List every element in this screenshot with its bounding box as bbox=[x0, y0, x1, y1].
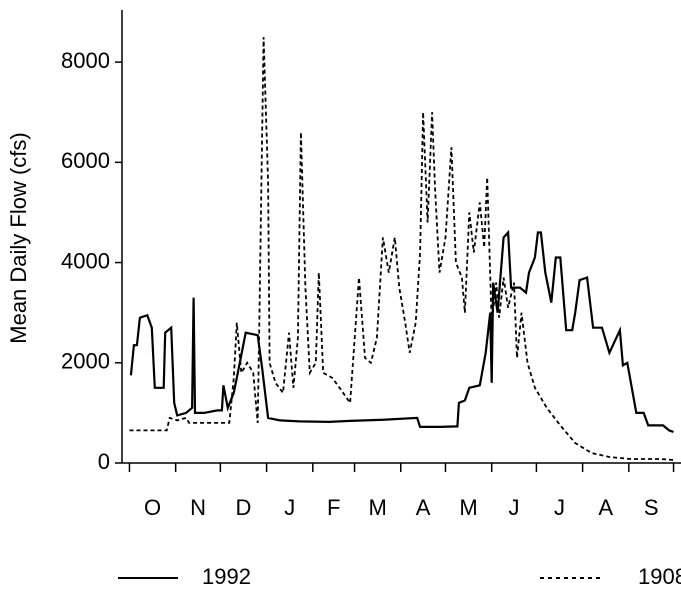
y-tick-label: 8000 bbox=[61, 48, 110, 73]
x-tick-label: A bbox=[416, 495, 431, 520]
x-tick-label: S bbox=[644, 495, 659, 520]
x-tick-label: F bbox=[327, 495, 340, 520]
y-axis-label: Mean Daily Flow (cfs) bbox=[6, 132, 31, 343]
x-tick-label: D bbox=[236, 495, 252, 520]
series-line bbox=[129, 37, 674, 461]
x-tick-label: N bbox=[190, 495, 206, 520]
x-tick-label: M bbox=[368, 495, 386, 520]
x-tick-label: J bbox=[284, 495, 295, 520]
y-tick-label: 2000 bbox=[61, 349, 110, 374]
x-tick-label: M bbox=[459, 495, 477, 520]
series-line bbox=[129, 229, 674, 433]
x-tick-label: J bbox=[554, 495, 565, 520]
y-tick-label: 0 bbox=[98, 449, 110, 474]
legend-label: 1992 bbox=[202, 564, 251, 589]
y-tick-label: 6000 bbox=[61, 148, 110, 173]
x-tick-label: A bbox=[598, 495, 613, 520]
x-tick-label: J bbox=[509, 495, 520, 520]
x-tick-label: O bbox=[144, 495, 161, 520]
y-tick-label: 4000 bbox=[61, 248, 110, 273]
legend-label: 1908 bbox=[638, 564, 681, 589]
